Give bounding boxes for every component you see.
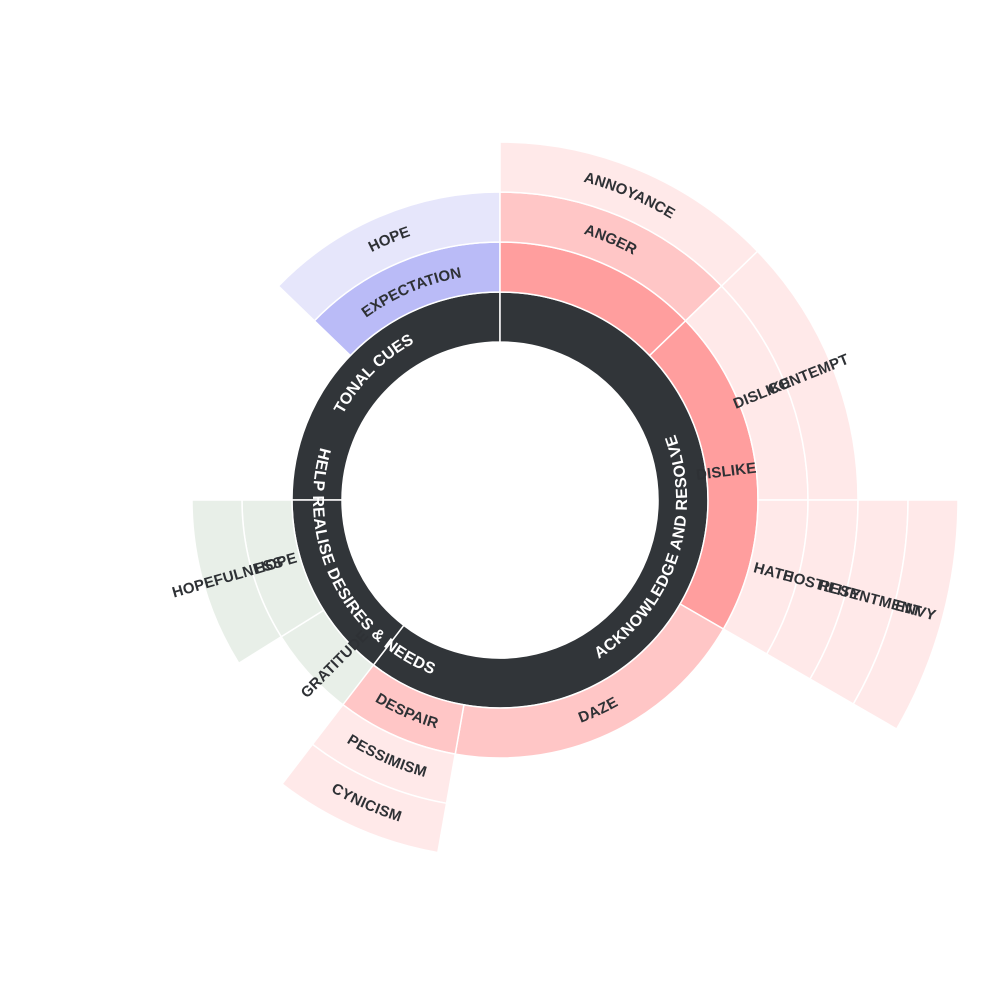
segment-envy [852, 499, 959, 731]
segment-hopefulness [191, 499, 283, 665]
segment-cynicism [281, 743, 448, 854]
sunburst-segments [191, 141, 959, 854]
